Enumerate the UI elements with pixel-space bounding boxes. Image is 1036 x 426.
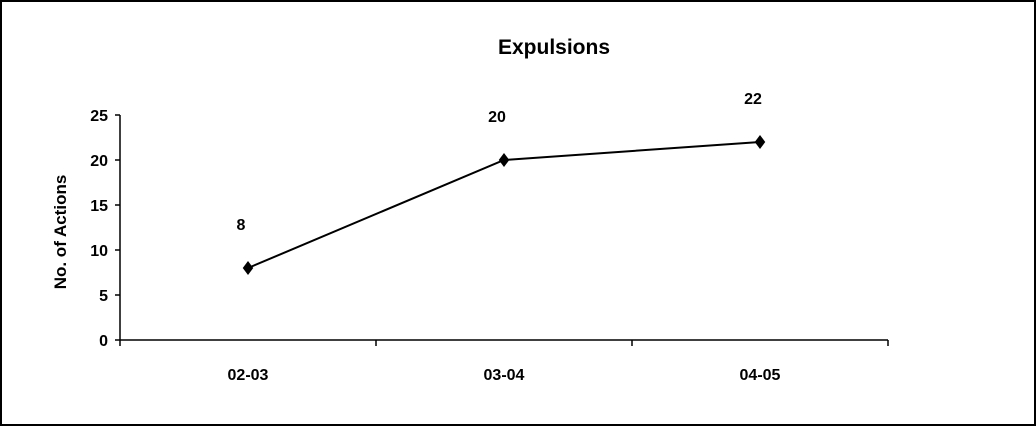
series-group: 8 20 22 [237,91,766,275]
data-label: 20 [488,109,506,126]
x-tick-label: 02-03 [228,367,269,384]
y-tick-label: 20 [90,153,108,170]
chart-title: Expulsions [498,36,610,59]
axes: 0 5 10 15 20 25 02-03 03-04 04-05 [90,108,889,384]
y-tick-label: 10 [90,243,108,260]
y-axis-label: No. of Actions [51,175,70,290]
data-label: 22 [744,91,762,108]
data-label: 8 [237,217,246,234]
y-tick-label: 0 [99,333,108,350]
data-point-marker [754,135,766,149]
y-tick-label: 25 [90,108,108,125]
x-tick-label: 03-04 [484,367,525,384]
data-point-marker [242,261,254,275]
y-tick-label: 15 [90,198,108,215]
x-tick-label: 04-05 [740,367,781,384]
data-point-marker [498,153,510,167]
y-tick-label: 5 [99,288,108,305]
